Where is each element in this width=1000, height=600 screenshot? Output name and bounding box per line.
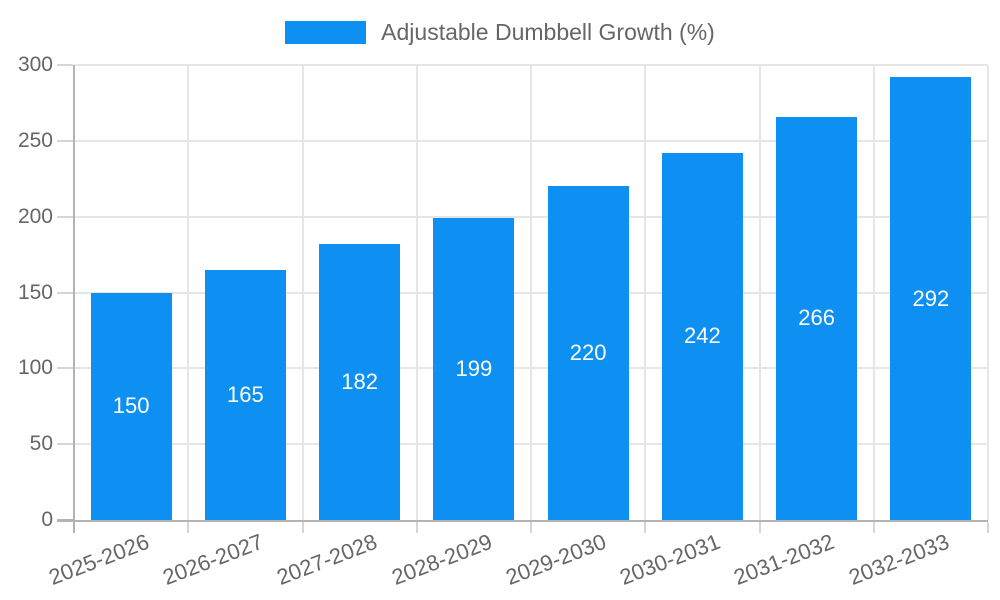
gridline-vertical	[758, 65, 761, 520]
bar-2029-2030[interactable]	[547, 186, 629, 520]
bar-value-label: 220	[569, 340, 607, 366]
gridline-vertical	[872, 65, 875, 520]
x-tick-mark	[872, 522, 875, 533]
x-axis-line	[57, 520, 988, 522]
x-tick-mark	[187, 522, 190, 533]
y-tick-label: 250	[17, 128, 53, 152]
bar-2025-2026[interactable]	[90, 292, 172, 520]
y-tick-mark	[57, 215, 73, 218]
y-tick-label: 200	[17, 204, 53, 228]
gridline-vertical	[644, 65, 647, 520]
x-tick-mark	[758, 522, 761, 533]
legend: Adjustable Dumbbell Growth (%)	[0, 19, 1000, 46]
gridline-vertical	[301, 65, 304, 520]
bar-value-label: 165	[227, 381, 264, 407]
y-tick-label: 100	[17, 356, 53, 380]
bar-value-label: 182	[341, 368, 378, 394]
legend-item[interactable]: Adjustable Dumbbell Growth (%)	[285, 19, 715, 46]
y-tick-mark	[57, 443, 73, 446]
y-tick-mark	[57, 64, 73, 66]
y-tick-mark	[57, 139, 73, 142]
bar-2028-2029[interactable]	[433, 218, 515, 520]
bar-2030-2031[interactable]	[661, 152, 743, 520]
x-tick-label: 2026-2027	[159, 528, 267, 590]
gridline-vertical	[415, 65, 418, 520]
x-tick-label: 2028-2029	[387, 528, 496, 590]
x-tick-mark	[644, 522, 647, 533]
x-tick-mark	[415, 522, 418, 533]
y-axis-line	[73, 65, 75, 533]
legend-swatch-icon	[285, 21, 367, 44]
gridline-vertical	[187, 65, 190, 520]
bar-2026-2027[interactable]	[204, 269, 286, 520]
x-tick-label: 2031-2032	[730, 528, 838, 590]
legend-label: Adjustable Dumbbell Growth (%)	[381, 19, 715, 45]
bar-2027-2028[interactable]	[319, 243, 401, 520]
x-tick-mark	[987, 522, 989, 533]
bar-value-label: 242	[684, 323, 721, 349]
gridline-vertical	[530, 65, 532, 520]
x-tick-mark	[301, 522, 304, 533]
x-tick-label: 2032-2033	[844, 528, 953, 590]
x-tick-mark	[530, 522, 532, 533]
x-tick-label: 2025-2026	[45, 528, 153, 590]
y-tick-mark	[57, 367, 73, 370]
y-tick-label: 50	[29, 432, 53, 456]
bar-value-label: 150	[112, 393, 150, 419]
x-tick-label: 2029-2030	[502, 528, 610, 590]
y-tick-label: 150	[17, 280, 53, 304]
bar-value-label: 266	[798, 305, 835, 331]
y-tick-mark	[57, 291, 73, 294]
bar-2032-2033[interactable]	[890, 77, 972, 520]
bar-value-label: 292	[912, 285, 950, 311]
y-tick-label: 300	[17, 53, 53, 76]
gridline-vertical	[987, 65, 989, 520]
y-tick-label: 0	[41, 508, 53, 531]
x-tick-label: 2030-2031	[616, 528, 724, 590]
bar-2031-2032[interactable]	[776, 116, 858, 520]
x-tick-label: 2027-2028	[273, 528, 381, 590]
bar-value-label: 199	[455, 356, 493, 382]
